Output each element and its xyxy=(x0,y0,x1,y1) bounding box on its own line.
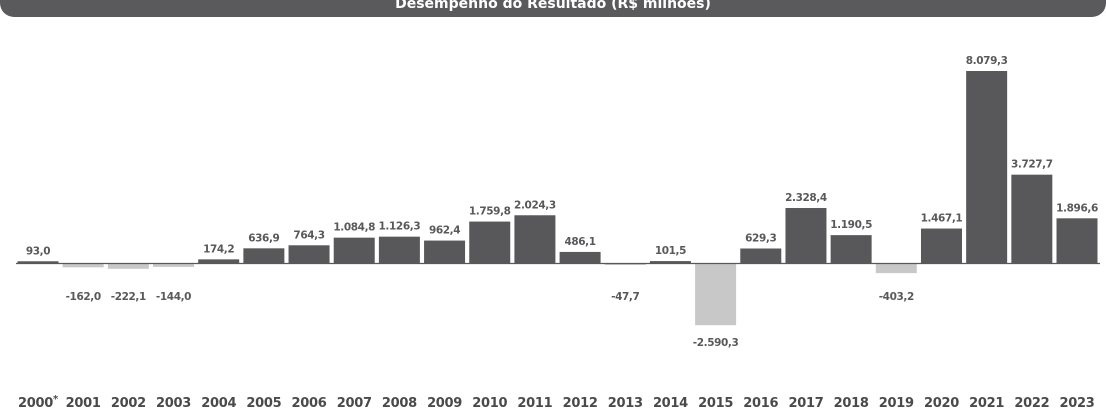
bar-2016 xyxy=(740,248,782,264)
value-label-2013: -47,7 xyxy=(611,291,639,303)
category-label-2017: 2017 xyxy=(788,396,823,411)
bar-2011 xyxy=(514,215,556,264)
category-label-2007: 2007 xyxy=(337,396,372,411)
bar-2012 xyxy=(559,251,601,264)
value-label-2010: 1.759,8 xyxy=(469,206,511,218)
category-label-2011: 2011 xyxy=(517,396,552,411)
value-label-2018: 1.190,5 xyxy=(830,219,872,231)
bar-2002 xyxy=(107,263,149,269)
bar-2001 xyxy=(62,263,104,268)
category-label-2021: 2021 xyxy=(969,396,1004,411)
bar-2010 xyxy=(469,221,511,264)
category-labels-group: 2000* 2001 2002 2003 2004 2005 2006 2007 2008 200… xyxy=(18,394,1095,411)
bar-2021 xyxy=(966,71,1008,264)
category-label-2002: 2002 xyxy=(111,396,146,411)
value-label-2001: -162,0 xyxy=(66,291,101,303)
value-label-2020: 1.467,1 xyxy=(921,213,963,225)
value-label-2004: 174,2 xyxy=(203,243,234,255)
category-label-2019: 2019 xyxy=(879,396,914,411)
category-label-2006: 2006 xyxy=(292,396,327,411)
bar-2006 xyxy=(288,245,330,264)
category-label-2020: 2020 xyxy=(924,396,959,411)
bars-group xyxy=(17,71,1098,326)
category-label-2008: 2008 xyxy=(382,396,417,411)
bar-2009 xyxy=(424,240,466,264)
bar-2015 xyxy=(695,263,737,326)
value-label-2000: 93,0 xyxy=(26,245,50,257)
bar-2018 xyxy=(830,235,872,264)
value-label-2006: 764,3 xyxy=(293,229,324,241)
chart-title: Desempenho do Resultado (R$ milhões) xyxy=(395,0,711,12)
bar-2014 xyxy=(649,261,691,264)
category-label-2004: 2004 xyxy=(201,396,236,411)
bar-2020 xyxy=(920,228,962,264)
value-labels-group: 93,0 -162,0 -222,1 -144,0 174,2 636,9 764,3 1.0… xyxy=(26,55,1098,349)
category-label-2014: 2014 xyxy=(653,396,688,411)
category-label-2022: 2022 xyxy=(1014,396,1049,411)
value-label-2005: 636,9 xyxy=(248,232,279,244)
bar-2003 xyxy=(153,263,195,267)
value-label-2011: 2.024,3 xyxy=(514,199,556,211)
value-label-2009: 962,4 xyxy=(429,225,460,237)
category-label-2003: 2003 xyxy=(156,396,191,411)
category-label-2010: 2010 xyxy=(472,396,507,411)
category-label-2001: 2001 xyxy=(66,396,101,411)
bar-2022 xyxy=(1011,174,1053,264)
value-label-2008: 1.126,3 xyxy=(379,221,421,233)
value-label-2015: -2.590,3 xyxy=(693,337,739,349)
category-label-2005: 2005 xyxy=(246,396,281,411)
value-label-2007: 1.084,8 xyxy=(333,222,375,234)
value-label-2014: 101,5 xyxy=(655,245,686,257)
category-label-2000: 2000* xyxy=(18,394,59,411)
bar-2023 xyxy=(1056,218,1098,264)
bar-2005 xyxy=(243,248,285,264)
category-label-2018: 2018 xyxy=(834,396,869,411)
chart-title-banner: Desempenho do Resultado (R$ milhões) xyxy=(0,0,1106,17)
category-label-2023: 2023 xyxy=(1060,396,1095,411)
value-label-2019: -403,2 xyxy=(879,291,914,303)
value-label-2002: -222,1 xyxy=(111,291,146,303)
category-label-2013: 2013 xyxy=(608,396,643,411)
bar-2004 xyxy=(198,259,240,264)
category-label-2015: 2015 xyxy=(698,396,733,411)
category-label-2016: 2016 xyxy=(743,396,778,411)
bar-2007 xyxy=(333,237,375,264)
value-label-2017: 2.328,4 xyxy=(785,192,827,204)
value-label-2022: 3.727,7 xyxy=(1011,159,1053,171)
value-label-2016: 629,3 xyxy=(745,233,776,245)
value-label-2021: 8.079,3 xyxy=(966,55,1008,67)
bar-2017 xyxy=(785,208,827,264)
bar-2019 xyxy=(875,263,917,274)
category-label-2009: 2009 xyxy=(427,396,462,411)
value-label-2003: -144,0 xyxy=(156,291,191,303)
bar-2000 xyxy=(17,261,59,264)
value-label-2023: 1.896,6 xyxy=(1056,202,1098,214)
bar-2008 xyxy=(378,236,420,264)
value-label-2012: 486,1 xyxy=(564,236,595,248)
category-label-2012: 2012 xyxy=(563,396,598,411)
bar-2013 xyxy=(604,263,646,265)
